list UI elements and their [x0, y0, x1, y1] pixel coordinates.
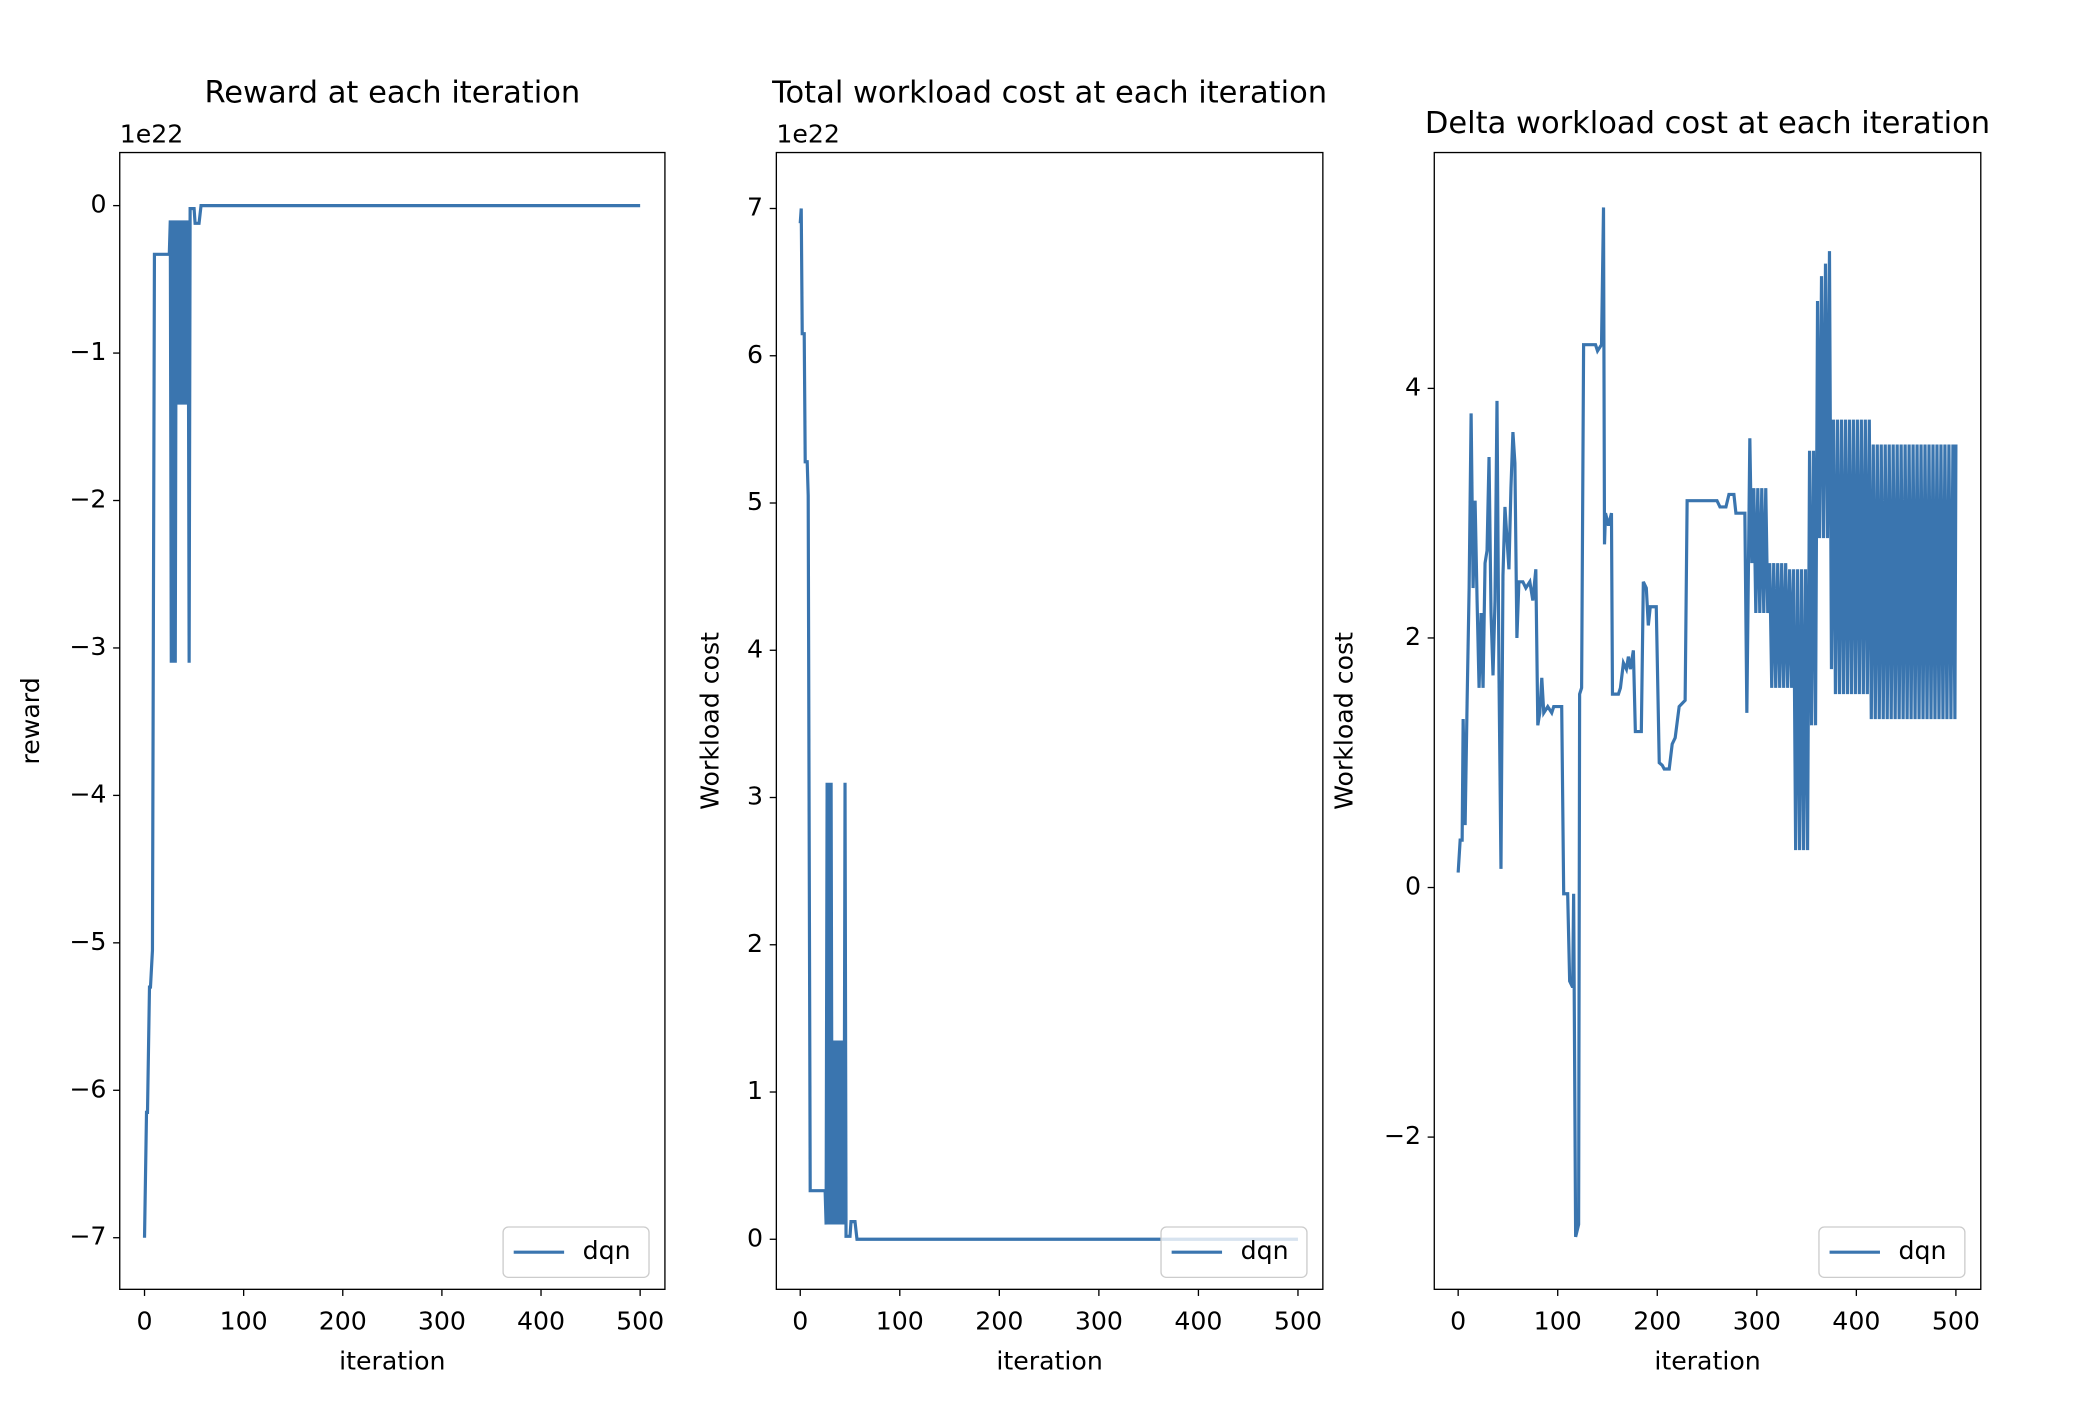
chart-title: Reward at each iteration: [204, 76, 580, 111]
y-tick-label: 6: [747, 340, 763, 369]
x-tick-label: 300: [1733, 1306, 1781, 1335]
offset-label: 1e22: [776, 119, 840, 148]
y-tick-label: 7: [747, 193, 763, 222]
x-tick-label: 100: [876, 1306, 924, 1335]
x-tick-label: 200: [1633, 1306, 1681, 1335]
x-tick-label: 400: [1832, 1306, 1880, 1335]
x-tick-label: 300: [1075, 1306, 1123, 1335]
y-tick-label: −3: [69, 632, 106, 661]
y-tick-label: 1: [747, 1076, 763, 1105]
data-line: [1456, 207, 1958, 1238]
y-tick-label: 2: [747, 929, 763, 958]
y-tick-label: 0: [90, 190, 106, 219]
y-tick-label: −1: [69, 337, 106, 366]
axes-frame: [119, 151, 666, 1290]
y-tick-label: 4: [1405, 372, 1421, 401]
y-tick-label: 0: [747, 1223, 763, 1252]
legend-box: [502, 1226, 650, 1279]
y-tick-label: −5: [69, 927, 106, 956]
background: [12, 0, 2062, 1418]
axes-frame: [775, 151, 1324, 1290]
x-tick-label: 300: [418, 1306, 466, 1335]
x-tick-label: 0: [1450, 1306, 1466, 1335]
x-tick-label: 0: [137, 1306, 153, 1335]
x-tick-label: 500: [1932, 1306, 1980, 1335]
legend-box: [1160, 1226, 1308, 1279]
x-tick-label: 500: [1274, 1306, 1322, 1335]
y-axis-label: Workload cost: [1329, 632, 1358, 810]
chart-title: Total workload cost at each iteration: [771, 76, 1327, 111]
x-axis-label: iteration: [339, 1346, 445, 1375]
x-tick-label: 400: [517, 1306, 565, 1335]
y-axis-label: reward: [16, 677, 45, 764]
offset-label: 1e22: [120, 119, 184, 148]
x-tick-label: 400: [1174, 1306, 1222, 1335]
y-tick-label: 3: [747, 782, 763, 811]
y-tick-label: −2: [1384, 1121, 1421, 1150]
x-axis-label: iteration: [1654, 1346, 1760, 1375]
y-tick-label: −6: [69, 1074, 106, 1103]
legend-label: dqn: [1899, 1236, 1947, 1265]
x-tick-label: 0: [792, 1306, 808, 1335]
y-tick-label: −7: [69, 1222, 106, 1251]
x-tick-label: 100: [1534, 1306, 1582, 1335]
data-line: [142, 204, 641, 1238]
y-tick-label: 5: [747, 487, 763, 516]
data-line: [798, 208, 1298, 1241]
legend-box: [1818, 1226, 1966, 1279]
axes-frame: [1433, 151, 1982, 1290]
x-axis-label: iteration: [996, 1346, 1102, 1375]
x-tick-label: 200: [975, 1306, 1023, 1335]
y-tick-label: 2: [1405, 622, 1421, 651]
y-axis-label: Workload cost: [695, 632, 724, 810]
legend-label: dqn: [1241, 1236, 1289, 1265]
chart-title: Delta workload cost at each iteration: [1425, 106, 1990, 141]
y-tick-label: 0: [1405, 872, 1421, 901]
legend-label: dqn: [583, 1236, 631, 1265]
x-tick-label: 500: [616, 1306, 664, 1335]
x-tick-label: 100: [220, 1306, 268, 1335]
y-tick-label: 4: [747, 634, 763, 663]
y-tick-label: −2: [69, 485, 106, 514]
x-tick-label: 200: [319, 1306, 367, 1335]
y-tick-label: −4: [69, 779, 106, 808]
